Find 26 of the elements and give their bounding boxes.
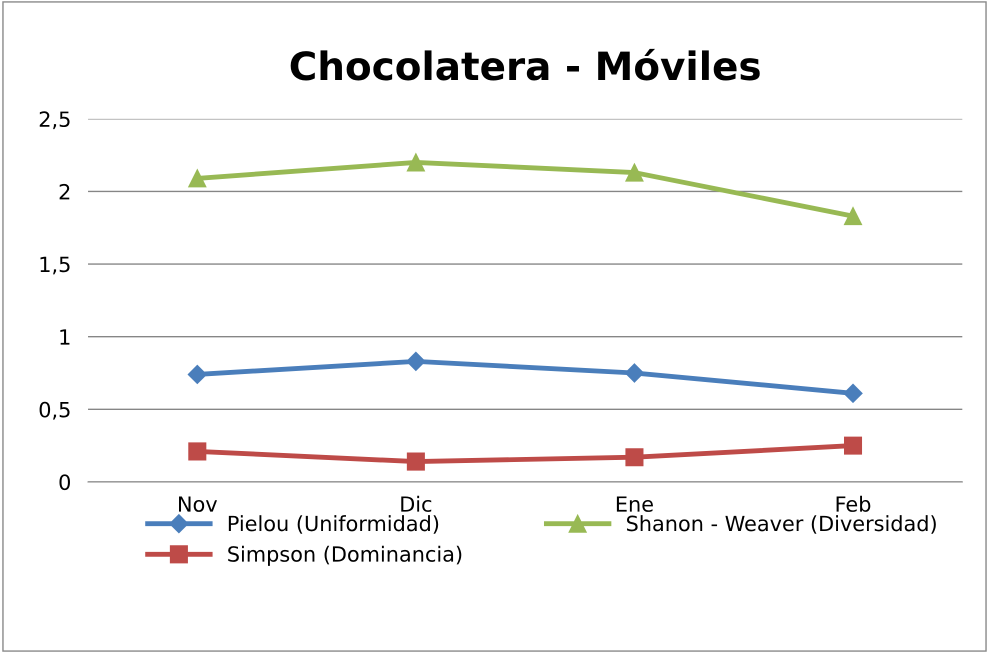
point	[188, 442, 206, 460]
point	[625, 448, 644, 466]
x-tick-label: Feb	[836, 496, 870, 512]
point	[844, 207, 862, 226]
y-tick-label: 2	[60, 184, 70, 200]
point	[624, 363, 644, 383]
chart-title: Chocolatera - Móviles	[290, 48, 760, 81]
y-tick-label: 1,5	[40, 256, 70, 274]
point	[844, 436, 862, 455]
point	[843, 384, 863, 403]
point	[406, 452, 425, 471]
point	[188, 364, 207, 384]
legend-label: Simpson (Dominancia)	[228, 546, 462, 566]
y-tick-label: 0,5	[40, 402, 70, 420]
point	[406, 153, 425, 172]
y-tick-label: 1	[60, 329, 70, 345]
point	[188, 169, 206, 188]
x-tick-label: Nov	[179, 496, 218, 512]
legend-label: Shanon - Weaver (Diversidad)	[626, 515, 936, 534]
x-tick-label: Dic	[401, 496, 432, 512]
y-tick-label: 0	[59, 474, 70, 490]
legend-label: Pielou (Uniformidad)	[228, 515, 438, 534]
point	[406, 352, 426, 371]
point	[625, 164, 644, 182]
y-tick-label: 2,5	[40, 111, 70, 130]
x-tick-label: Ene	[616, 496, 653, 512]
